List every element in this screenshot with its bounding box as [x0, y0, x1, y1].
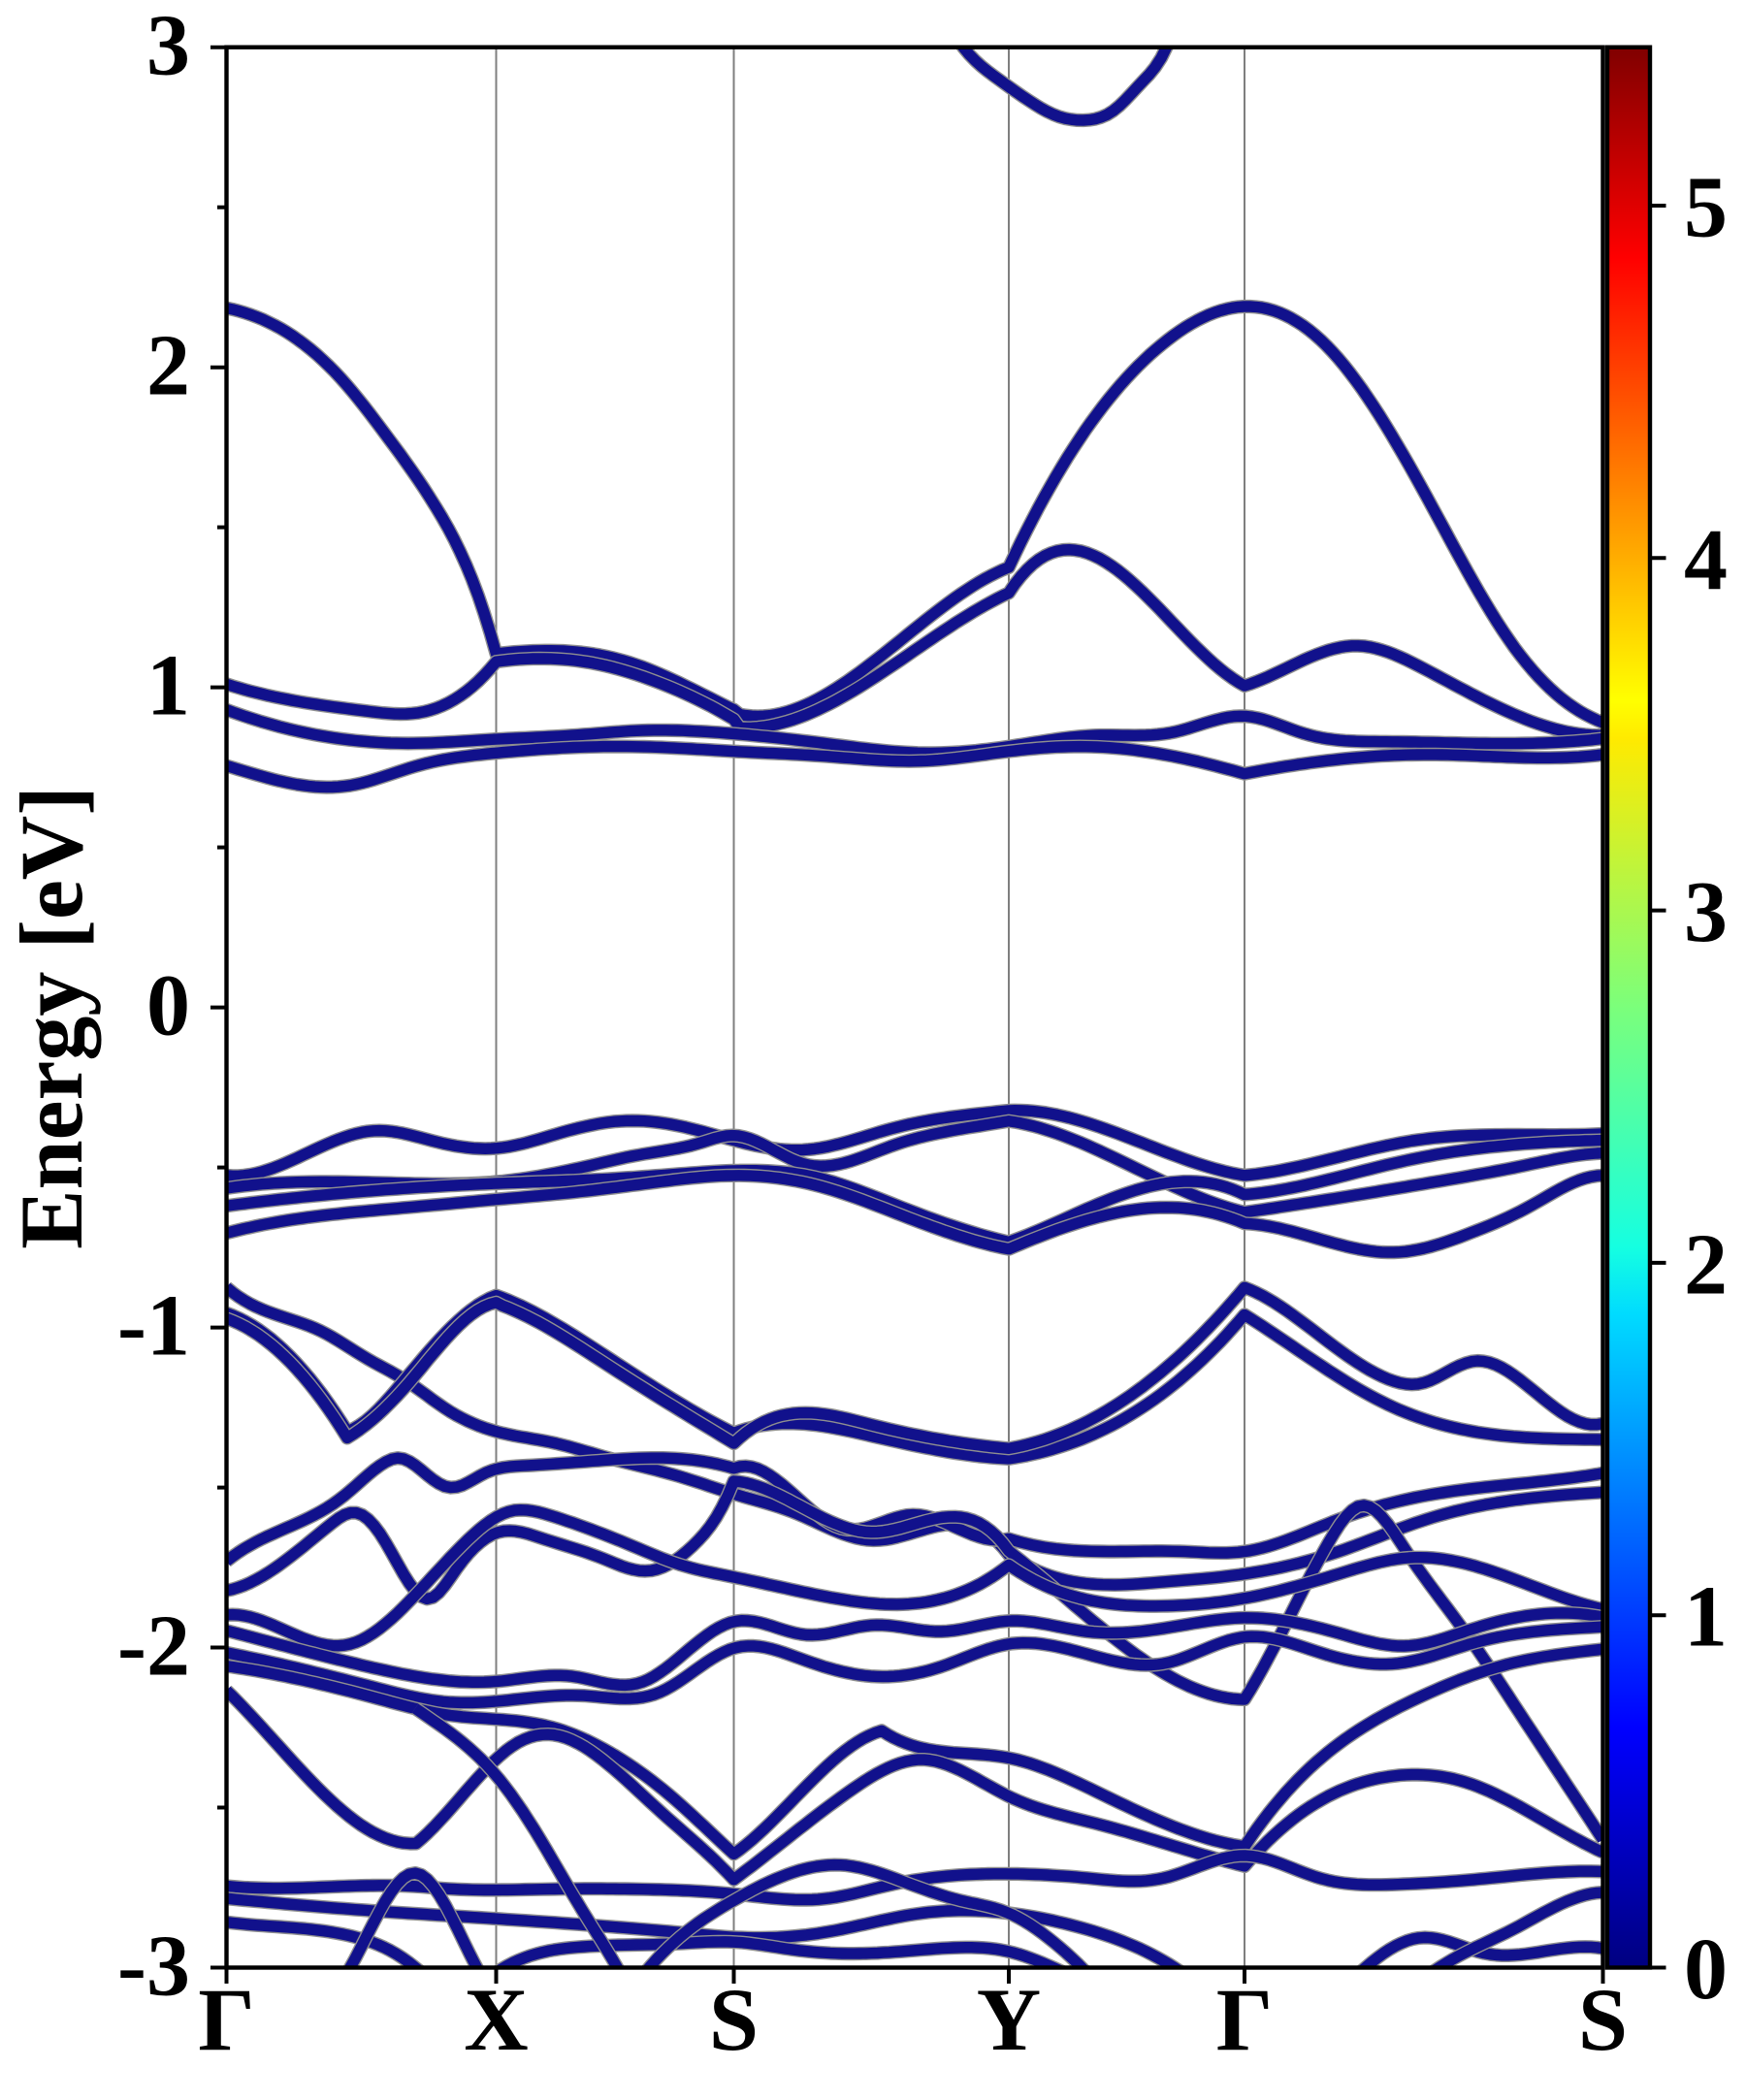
- svg-text:1: 1: [1684, 1569, 1728, 1665]
- svg-text:2: 2: [146, 318, 190, 414]
- svg-text:-1: -1: [117, 1278, 190, 1374]
- svg-text:3: 3: [146, 0, 190, 94]
- svg-text:2: 2: [1684, 1216, 1728, 1312]
- svg-text:5: 5: [1684, 160, 1728, 256]
- svg-text:0: 0: [1684, 1922, 1728, 2018]
- svg-text:0: 0: [146, 958, 190, 1054]
- svg-text:Γ: Γ: [1216, 1970, 1274, 2069]
- svg-text:4: 4: [1684, 512, 1728, 608]
- svg-text:S: S: [1578, 1970, 1628, 2069]
- svg-text:-2: -2: [117, 1599, 190, 1695]
- svg-text:Energy [eV]: Energy [eV]: [2, 786, 101, 1249]
- svg-text:Y: Y: [977, 1970, 1041, 2069]
- svg-text:1: 1: [146, 638, 190, 734]
- svg-text:3: 3: [1684, 864, 1728, 960]
- svg-text:-3: -3: [117, 1919, 190, 2015]
- svg-text:X: X: [464, 1970, 528, 2069]
- svg-text:Γ: Γ: [198, 1970, 255, 2069]
- svg-text:S: S: [709, 1970, 759, 2069]
